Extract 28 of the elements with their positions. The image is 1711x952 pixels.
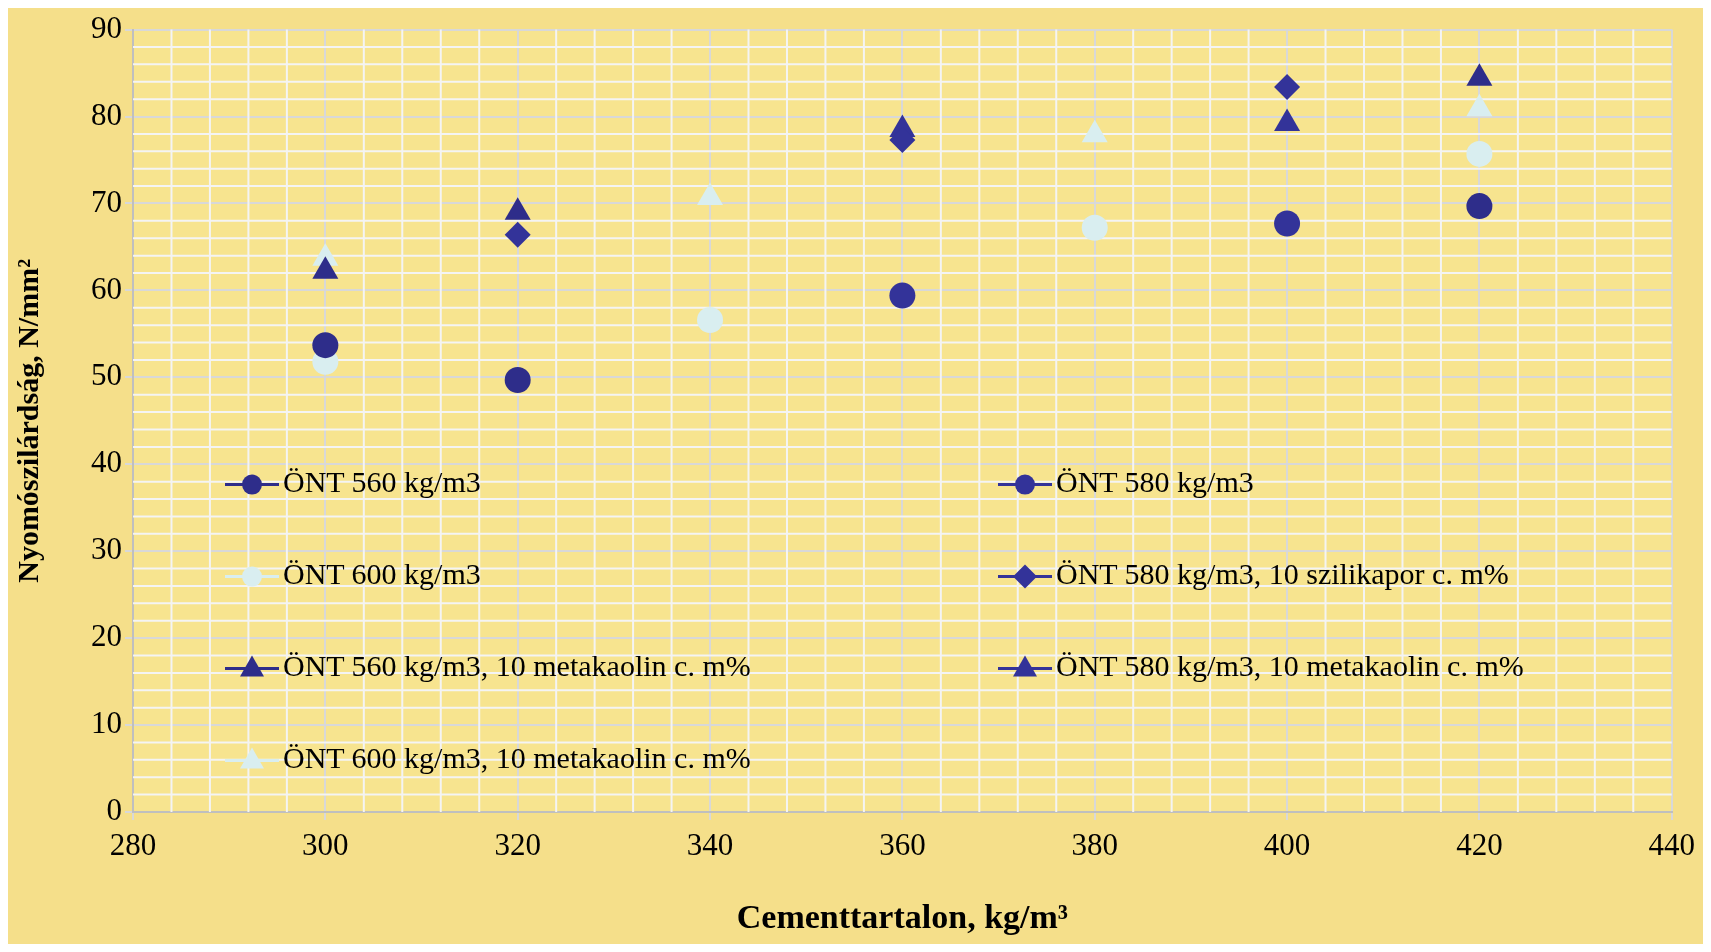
- legend-label: ÖNT 600 kg/m3: [283, 557, 481, 591]
- x-tick-label: 420: [1456, 826, 1503, 862]
- legend-label: ÖNT 560 kg/m3: [283, 465, 481, 499]
- x-tick-label: 280: [109, 826, 157, 862]
- y-tick-label: 60: [91, 270, 122, 306]
- y-tick-label: 0: [106, 792, 122, 828]
- y-tick-label: 20: [91, 618, 122, 654]
- legend-label: ÖNT 580 kg/m3: [1056, 465, 1254, 499]
- y-axis-title: Nyomószilárdság, N/mm²: [10, 258, 44, 583]
- y-tick-label: 90: [91, 9, 122, 45]
- legend-label: ÖNT 600 kg/m3, 10 metakaolin c. m%: [283, 741, 751, 775]
- legend-label: ÖNT 560 kg/m3, 10 metakaolin c. m%: [283, 649, 751, 683]
- x-tick-label: 320: [494, 826, 541, 862]
- x-tick-label: 360: [879, 826, 926, 862]
- x-tick-label: 400: [1263, 826, 1311, 862]
- y-tick-label: 50: [91, 357, 122, 393]
- legend-label: ÖNT 580 kg/m3, 10 metakaolin c. m%: [1056, 649, 1524, 683]
- y-tick-label: 30: [91, 531, 122, 567]
- x-tick-label: 300: [302, 826, 349, 862]
- y-tick-label: 80: [91, 96, 122, 132]
- x-tick-label: 340: [686, 826, 734, 862]
- y-tick-label: 40: [91, 444, 122, 480]
- y-tick-label: 70: [91, 183, 122, 219]
- y-tick-label: 10: [91, 705, 122, 741]
- x-axis-title: Cementtartalon, kg/m³: [736, 898, 1069, 936]
- legend-label: ÖNT 580 kg/m3, 10 szilikapor c. m%: [1056, 557, 1509, 591]
- x-tick-label: 380: [1071, 826, 1118, 862]
- x-tick-label: 440: [1648, 826, 1695, 862]
